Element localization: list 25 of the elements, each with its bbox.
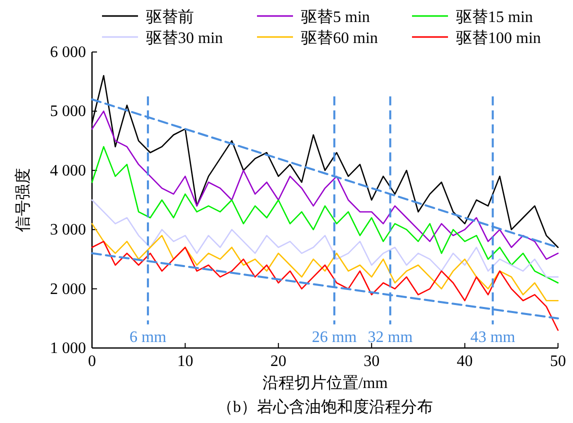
text: （b）岩心含油饱和度沿程分布 [217, 398, 433, 416]
y-tick-label: 6 000 [50, 44, 86, 61]
x-tick-label: 30 [364, 353, 380, 370]
ref-line-label: 6 mm [129, 329, 167, 346]
y-tick-label: 2 000 [50, 280, 86, 298]
y-tick-label: 3 000 [50, 222, 86, 239]
y-tick-label: 5 000 [50, 103, 86, 120]
x-tick-label: 0 [88, 353, 96, 370]
y-tick-label: 4 000 [50, 162, 86, 180]
x-tick-label: 10 [177, 353, 194, 370]
y-axis-title: 信号强度 [14, 168, 32, 232]
y-tick-label: 1 000 [50, 340, 86, 357]
x-tick-label: 50 [550, 353, 566, 370]
x-tick-label: 40 [456, 353, 473, 370]
legend-label: 驱替5 min [301, 8, 370, 26]
x-tick-label: 20 [270, 353, 286, 370]
legend-label: 驱替100 min [456, 29, 541, 47]
legend-label: 驱替60 min [301, 29, 378, 47]
ref-line-label: 43 mm [470, 329, 516, 346]
legend-label: 驱替15 min [456, 8, 533, 26]
legend-label: 驱替30 min [146, 29, 223, 47]
legend-label: 驱替前 [146, 8, 194, 26]
ref-line-label: 32 mm [368, 329, 414, 346]
x-axis-title: 沿程切片位置/mm [262, 374, 388, 392]
ref-line-label: 26 mm [312, 329, 358, 346]
